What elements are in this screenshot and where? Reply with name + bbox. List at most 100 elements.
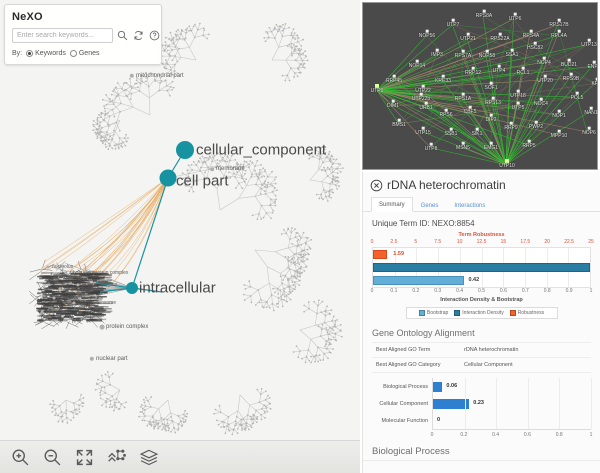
- gene-node-dot-44[interactable]: [397, 118, 401, 122]
- top-axis-tick-4: 10: [456, 239, 463, 245]
- gene-node-dot-28[interactable]: [595, 77, 597, 81]
- refresh-icon[interactable]: [132, 29, 145, 42]
- zoom-in-icon[interactable]: [10, 447, 31, 468]
- gene-node-dot-54[interactable]: [461, 141, 465, 145]
- layers-icon[interactable]: [138, 447, 159, 468]
- gene-node-dot-11[interactable]: [587, 38, 591, 42]
- gene-node-dot-7[interactable]: [466, 32, 470, 36]
- close-circle-icon[interactable]: [370, 179, 383, 192]
- gene-node-dot-17[interactable]: [567, 58, 571, 62]
- gene-node-dot-37[interactable]: [491, 96, 495, 100]
- gene-node-dot-8[interactable]: [498, 32, 502, 36]
- ontology-node-5[interactable]: [99, 324, 105, 330]
- gene-node-dot-51[interactable]: [557, 129, 561, 133]
- radio-option-keywords[interactable]: Keywords: [26, 50, 66, 57]
- tab-genes[interactable]: Genes: [420, 203, 439, 209]
- ontology-node-2[interactable]: [126, 282, 138, 294]
- ontology-node-0[interactable]: [176, 141, 194, 159]
- gene-node-dot-47[interactable]: [534, 120, 538, 124]
- gene-node-dot-2[interactable]: [482, 9, 486, 13]
- gene-node-dot-15[interactable]: [510, 48, 514, 52]
- gene-node-dot-3[interactable]: [513, 12, 517, 16]
- ontology-node-4[interactable]: [129, 73, 135, 79]
- gene-node-dot-46[interactable]: [509, 121, 513, 125]
- gene-node-dot-39[interactable]: [444, 108, 448, 112]
- tab-interactions[interactable]: Interactions: [454, 203, 486, 209]
- gene-node-label-5: RPS17B: [549, 22, 569, 28]
- ontology-node-6[interactable]: [89, 356, 95, 362]
- gene-node-dot-21[interactable]: [471, 66, 475, 70]
- search-input[interactable]: [12, 28, 113, 43]
- gene-node-dot-14[interactable]: [485, 49, 489, 53]
- gene-node-label-33: UTP18: [510, 93, 526, 99]
- gene-node-dot-56[interactable]: [527, 139, 531, 143]
- chart-legend: Bootstrap Interaction Density Robustness: [405, 307, 558, 319]
- gene-node-dot-41[interactable]: [516, 101, 520, 105]
- radio-genes[interactable]: [69, 50, 77, 57]
- ontology-node-9[interactable]: [58, 287, 62, 291]
- ontology-node-11[interactable]: [72, 301, 76, 305]
- search-icon[interactable]: [116, 29, 129, 42]
- gene-node-dot-20[interactable]: [415, 59, 419, 63]
- gene-node-dot-12[interactable]: [435, 48, 439, 52]
- collapse-network-icon[interactable]: [106, 447, 127, 468]
- gene-node-dot-29[interactable]: [421, 84, 425, 88]
- gene-node-dot-45[interactable]: [489, 113, 493, 117]
- ontology-node-12[interactable]: [40, 310, 44, 314]
- radio-option-genes[interactable]: Genes: [69, 50, 99, 57]
- zoom-out-icon[interactable]: [42, 447, 63, 468]
- gene-node-dot-4[interactable]: [451, 18, 455, 22]
- term-detail-panel[interactable]: rDNA heterochromatin Summary Genes Inter…: [362, 172, 600, 473]
- ontology-node-3[interactable]: [210, 167, 214, 171]
- gene-node-dot-19[interactable]: [592, 60, 596, 64]
- gene-node-dot-43[interactable]: [589, 106, 593, 110]
- gene-node-dot-31[interactable]: [419, 92, 423, 96]
- gene-node-dot-52[interactable]: [587, 126, 591, 130]
- gene-node-dot-18[interactable]: [542, 56, 546, 60]
- gene-node-dot-36[interactable]: [424, 101, 428, 105]
- gene-node-dot-35[interactable]: [391, 99, 395, 103]
- view-toolbar[interactable]: [0, 440, 360, 473]
- ontology-node-13[interactable]: [46, 265, 50, 269]
- gene-node-dot-26[interactable]: [543, 74, 547, 78]
- gene-node-dot-0[interactable]: [375, 84, 379, 88]
- gene-node-dot-1[interactable]: [505, 159, 509, 163]
- gene-interaction-network[interactable]: UTP9 UTP10 RPS8A UTP6 UTP7 RPS17B NOP56 UTP21 RP…: [362, 2, 598, 170]
- ontology-node-1[interactable]: [159, 169, 177, 187]
- gene-node-dot-9[interactable]: [529, 29, 533, 33]
- gene-node-dot-42[interactable]: [557, 109, 561, 113]
- ontology-node-8[interactable]: [64, 271, 68, 275]
- gene-node-dot-33[interactable]: [516, 89, 520, 93]
- gene-node-dot-25[interactable]: [441, 74, 445, 78]
- fit-to-screen-icon[interactable]: [74, 447, 95, 468]
- gene-node-dot-27[interactable]: [569, 72, 573, 76]
- gene-node-dot-49[interactable]: [449, 127, 453, 131]
- gene-node-dot-22[interactable]: [497, 64, 501, 68]
- top-axis-tick-7: 17.5: [520, 239, 531, 245]
- gene-node-dot-24[interactable]: [392, 74, 396, 78]
- ontology-network-view[interactable]: cellular_component cell part intracellular…: [0, 0, 360, 473]
- radio-keywords[interactable]: [26, 50, 34, 57]
- gene-node-dot-48[interactable]: [421, 126, 425, 130]
- detail-tabs[interactable]: Summary Genes Interactions: [363, 196, 600, 212]
- gene-node-dot-34[interactable]: [575, 91, 579, 95]
- gene-node-dot-6[interactable]: [425, 29, 429, 33]
- search-panel[interactable]: NeXO: [4, 4, 162, 65]
- gene-node-dot-40[interactable]: [468, 105, 472, 109]
- gene-node-dot-32[interactable]: [461, 92, 465, 96]
- tab-summary[interactable]: Summary: [371, 197, 413, 212]
- gene-node-dot-10[interactable]: [557, 29, 561, 33]
- help-circle-icon[interactable]: [148, 29, 161, 42]
- gene-node-dot-53[interactable]: [429, 142, 433, 146]
- gene-node-dot-16[interactable]: [533, 41, 537, 45]
- gene-node-dot-55[interactable]: [489, 141, 493, 145]
- gene-node-dot-5[interactable]: [557, 18, 561, 22]
- gene-node-dot-38[interactable]: [539, 97, 543, 101]
- ontology-node-10[interactable]: [52, 296, 56, 300]
- gene-node-dot-50[interactable]: [475, 127, 479, 131]
- gene-node-dot-30[interactable]: [489, 81, 493, 85]
- row-value: Cellular Component: [464, 362, 513, 368]
- ontology-node-7[interactable]: [76, 283, 80, 287]
- gene-node-dot-23[interactable]: [521, 66, 525, 70]
- gene-node-dot-13[interactable]: [461, 49, 465, 53]
